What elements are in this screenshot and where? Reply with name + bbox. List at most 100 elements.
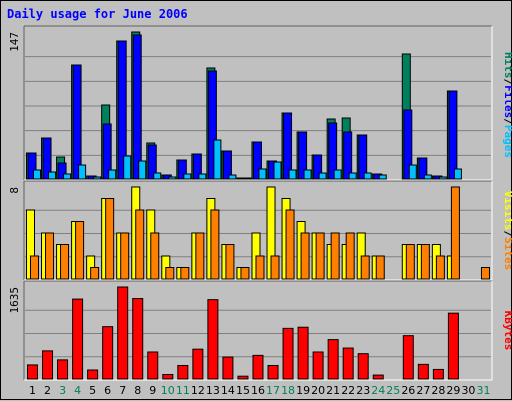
kbytes-bar-day-28 xyxy=(432,368,444,380)
kbytes-bar-day-7 xyxy=(117,286,129,380)
files-bar-day-20 xyxy=(313,154,323,180)
pages-bar-day-20 xyxy=(318,172,327,180)
files-bar-day-12 xyxy=(192,153,202,180)
day-label-7: 7 xyxy=(119,384,126,397)
kbytes-bar-day-2 xyxy=(42,350,54,380)
pages-bar-day-24 xyxy=(378,174,387,180)
sites-bar-day-23 xyxy=(360,255,370,280)
day-label-22: 22 xyxy=(341,384,355,397)
legend-entry: / xyxy=(502,79,512,86)
day-label-18: 18 xyxy=(281,384,295,397)
sites-bar-day-21 xyxy=(330,232,340,280)
sites-bar-day-10 xyxy=(165,267,175,280)
day-label-28: 28 xyxy=(431,384,445,397)
day-label-21: 21 xyxy=(326,384,340,397)
sites-bar-day-3 xyxy=(60,244,70,280)
day-label-11: 11 xyxy=(176,384,190,397)
files-bar-day-22 xyxy=(343,131,353,180)
day-label-14: 14 xyxy=(221,384,235,397)
kbytes-bar-day-6 xyxy=(102,326,114,380)
kbytes-bar-day-8 xyxy=(132,298,144,380)
sites-bar-day-16 xyxy=(255,255,265,280)
kbytes-bar-day-11 xyxy=(177,364,189,380)
pages-bar-day-9 xyxy=(153,172,162,180)
day-label-8: 8 xyxy=(134,384,141,397)
kbytes-bar-day-20 xyxy=(312,351,324,380)
sites-bar-day-5 xyxy=(90,267,100,280)
pages-bar-day-17 xyxy=(273,161,282,180)
pages-bar-day-2 xyxy=(48,171,57,180)
kbytes-bar-day-22 xyxy=(342,347,354,380)
bottom-legend: KBytes xyxy=(502,311,512,351)
kbytes-bar-day-16 xyxy=(252,354,264,380)
kbytes-bar-day-9 xyxy=(147,351,159,380)
day-label-30: 30 xyxy=(461,384,475,397)
kbytes-bar-day-1 xyxy=(27,364,38,380)
kbytes-bar-day-13 xyxy=(207,299,219,380)
sites-bar-day-9 xyxy=(150,232,160,280)
sites-bar-day-29 xyxy=(450,186,460,280)
files-bar-day-7 xyxy=(117,40,127,180)
files-bar-day-3 xyxy=(57,162,67,180)
day-label-26: 26 xyxy=(401,384,415,397)
kbytes-bar-day-3 xyxy=(57,359,69,380)
files-bar-day-8 xyxy=(132,34,142,180)
sites-bar-day-24 xyxy=(375,255,385,280)
kbytes-bar-day-29 xyxy=(447,312,459,380)
sites-bar-day-13 xyxy=(210,209,220,280)
pages-bar-day-28 xyxy=(438,176,447,180)
files-bar-day-18 xyxy=(283,112,293,180)
top-max-label: 147 xyxy=(8,32,21,52)
sites-bar-day-14 xyxy=(225,244,235,280)
kbytes-bar-day-23 xyxy=(357,353,369,380)
files-bar-day-4 xyxy=(72,64,82,180)
sites-bar-day-26 xyxy=(405,244,415,280)
day-label-4: 4 xyxy=(74,384,81,397)
pages-bar-day-23 xyxy=(363,172,372,180)
files-bar-day-13 xyxy=(207,70,217,180)
pages-bar-day-14 xyxy=(228,174,237,180)
day-label-15: 15 xyxy=(236,384,250,397)
legend-entry: / xyxy=(502,231,512,238)
pages-bar-day-15 xyxy=(243,177,252,180)
day-label-25: 25 xyxy=(386,384,400,397)
day-label-29: 29 xyxy=(446,384,460,397)
pages-bar-day-1 xyxy=(33,169,41,180)
day-label-6: 6 xyxy=(104,384,111,397)
day-label-17: 17 xyxy=(266,384,280,397)
kbytes-bar-day-10 xyxy=(162,373,174,380)
legend-entry: KBytes xyxy=(502,311,512,351)
day-label-9: 9 xyxy=(149,384,156,397)
day-label-20: 20 xyxy=(311,384,325,397)
pages-bar-day-26 xyxy=(408,164,417,180)
sites-bar-day-8 xyxy=(135,209,145,280)
pages-bar-day-10 xyxy=(168,176,177,180)
sites-bar-day-7 xyxy=(120,232,130,280)
pages-bar-day-16 xyxy=(258,168,267,180)
sites-bar-day-22 xyxy=(345,232,355,280)
files-bar-day-1 xyxy=(27,152,37,180)
day-label-31: 31 xyxy=(476,384,490,397)
pages-bar-day-29 xyxy=(453,168,462,180)
kbytes-bar-day-21 xyxy=(327,339,339,380)
pages-bar-day-3 xyxy=(63,173,72,180)
sites-bar-day-17 xyxy=(270,255,280,280)
top-legend: Hits/Files/Pages xyxy=(502,52,512,158)
files-bar-day-27 xyxy=(418,157,428,180)
sites-bar-day-11 xyxy=(180,267,190,280)
files-bar-day-14 xyxy=(222,150,232,180)
files-bar-day-11 xyxy=(177,159,187,180)
files-bar-day-9 xyxy=(147,144,157,180)
middle-max-label: 8 xyxy=(8,187,21,194)
pages-bar-day-21 xyxy=(333,169,342,180)
sites-bar-day-27 xyxy=(420,244,430,280)
pages-bar-day-11 xyxy=(183,173,192,180)
pages-bar-day-19 xyxy=(303,169,312,180)
day-label-16: 16 xyxy=(251,384,265,397)
sites-bar-day-19 xyxy=(300,232,310,280)
files-bar-day-19 xyxy=(298,131,308,180)
kbytes-bar-day-12 xyxy=(192,348,204,380)
day-label-27: 27 xyxy=(416,384,430,397)
legend-entry: Pages xyxy=(502,125,512,158)
day-label-12: 12 xyxy=(191,384,205,397)
